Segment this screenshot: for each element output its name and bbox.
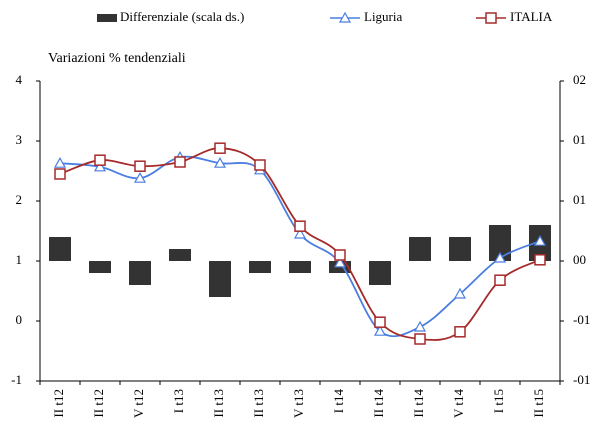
x-tick-label: II t12 [91,389,106,418]
y2-tick-label: -01 [573,372,590,387]
bar [289,261,311,273]
point [133,171,147,183]
bar [369,261,391,285]
x-tick-label: II t14 [411,389,426,418]
point [294,220,306,232]
bar [409,237,431,261]
point [53,156,67,168]
x-tick-label: II t12 [51,389,66,418]
bar [49,237,71,261]
y-tick-label: -1 [11,372,22,387]
chart-subtitle: Variazioni % tendenziali [48,51,186,66]
point [338,11,352,23]
y-tick-label: 0 [16,312,23,327]
x-tick-label: I t15 [491,389,506,413]
x-tick-label: II t15 [531,389,546,418]
point [213,156,227,168]
x-tick-label: II t14 [371,389,386,418]
point [493,251,507,263]
point [93,160,107,172]
bar [89,261,111,273]
y-tick-label: 2 [16,192,23,207]
bar [249,261,271,273]
x-tick-label: II t13 [211,389,226,418]
y2-tick-label: 01 [573,132,586,147]
point [174,156,186,168]
x-tick-label: V t14 [451,389,466,419]
point [374,316,386,328]
y2-tick-label: 02 [573,72,586,87]
bar [129,261,151,285]
point [414,333,426,345]
point [293,227,307,239]
bar [449,237,471,261]
legend-label: Liguria [364,9,402,24]
point [134,160,146,172]
point [454,326,466,338]
point [453,287,467,299]
y-tick-label: 1 [16,252,23,267]
legend-label: Differenziale (scala ds.) [120,9,244,24]
x-tick-label: I t13 [171,389,186,413]
legend-label: ITALIA [510,9,553,24]
x-tick-label: V t12 [131,389,146,418]
y-tick-label: 4 [16,72,23,87]
point [254,159,266,171]
bar [209,261,231,297]
point [334,249,346,261]
legend-swatch [97,14,117,22]
point [413,320,427,332]
y2-tick-label: 01 [573,192,586,207]
point [333,256,347,268]
point [533,234,547,246]
y-tick-label: 3 [16,132,23,147]
point [214,142,226,154]
point [94,154,106,166]
x-tick-label: V t13 [291,389,306,418]
y2-tick-label: -01 [573,312,590,327]
point [485,12,497,24]
point [54,168,66,180]
y2-tick-label: 00 [573,252,586,267]
point [534,254,546,266]
point [494,274,506,286]
x-tick-label: II t13 [251,389,266,418]
point [373,324,387,336]
bar [489,225,511,261]
bar [169,249,191,261]
x-tick-label: I t14 [331,389,346,414]
